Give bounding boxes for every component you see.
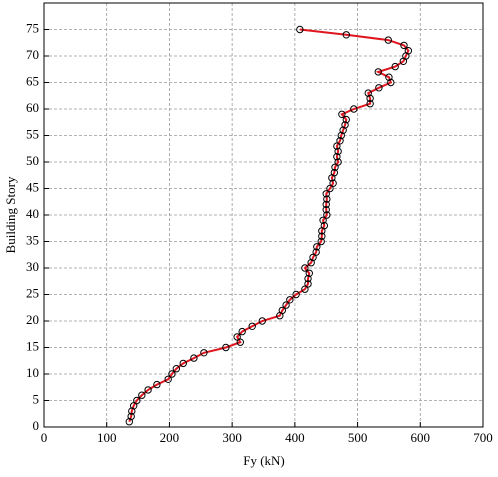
data-line bbox=[128, 28, 410, 423]
y-tick-label: 55 bbox=[26, 126, 39, 141]
data-point bbox=[313, 243, 321, 251]
data-point bbox=[318, 232, 326, 240]
data-point bbox=[366, 94, 374, 103]
data-point bbox=[329, 179, 337, 187]
data-point bbox=[326, 184, 334, 193]
data-point bbox=[404, 47, 413, 55]
y-tick-label: 65 bbox=[26, 73, 39, 88]
data-point bbox=[312, 248, 320, 256]
y-tick-label: 50 bbox=[26, 153, 39, 168]
data-point bbox=[366, 100, 374, 108]
y-tick-label: 15 bbox=[26, 338, 39, 353]
y-tick-label: 45 bbox=[26, 179, 39, 194]
data-point bbox=[337, 131, 345, 140]
data-point bbox=[190, 354, 198, 362]
data-point bbox=[292, 290, 300, 299]
data-point bbox=[222, 343, 230, 352]
x-axis-title: Fy (kN) bbox=[243, 453, 285, 468]
data-point bbox=[375, 84, 383, 92]
y-tick-label: 30 bbox=[26, 259, 39, 274]
data-point bbox=[258, 317, 266, 325]
data-point bbox=[307, 259, 315, 267]
data-point bbox=[238, 327, 246, 336]
data-point bbox=[301, 264, 309, 272]
data-point bbox=[342, 115, 350, 124]
x-tick-label: 500 bbox=[348, 430, 368, 445]
data-point bbox=[387, 78, 395, 87]
y-tick-label: 60 bbox=[26, 100, 39, 115]
data-point bbox=[364, 89, 372, 97]
data-point bbox=[133, 396, 141, 405]
data-point bbox=[128, 407, 136, 415]
data-point bbox=[342, 31, 350, 39]
data-point bbox=[304, 274, 312, 283]
data-point bbox=[384, 36, 393, 44]
y-tick-label: 20 bbox=[26, 312, 39, 327]
data-point bbox=[400, 41, 408, 50]
y-axis-title: Building Story bbox=[3, 176, 18, 253]
data-point bbox=[334, 158, 342, 166]
data-point bbox=[179, 359, 187, 368]
data-point bbox=[317, 237, 325, 246]
data-point bbox=[331, 163, 339, 172]
data-point bbox=[236, 338, 244, 346]
data-point bbox=[338, 110, 346, 119]
data-point bbox=[309, 253, 317, 262]
data-point bbox=[391, 62, 399, 71]
data-point bbox=[282, 301, 290, 309]
plot-frame bbox=[43, 2, 484, 428]
data-point bbox=[296, 25, 304, 34]
data-point bbox=[301, 285, 309, 293]
data-point bbox=[330, 168, 339, 177]
data-point bbox=[320, 221, 329, 230]
data-point bbox=[278, 306, 287, 315]
data-point bbox=[127, 412, 135, 421]
x-tick-label: 400 bbox=[285, 430, 305, 445]
data-point bbox=[341, 121, 349, 129]
data-point bbox=[374, 68, 382, 76]
data-point bbox=[144, 386, 152, 394]
data-point bbox=[323, 211, 331, 219]
data-point bbox=[339, 126, 347, 134]
data-point bbox=[322, 200, 330, 209]
y-tick-label: 25 bbox=[26, 285, 39, 300]
x-tick-label: 200 bbox=[160, 430, 180, 445]
data-point bbox=[172, 365, 181, 373]
data-point bbox=[322, 206, 330, 214]
data-point bbox=[200, 349, 208, 357]
data-point bbox=[333, 153, 341, 161]
y-tick-label: 0 bbox=[33, 418, 40, 433]
data-point bbox=[350, 105, 358, 113]
data-point bbox=[138, 391, 146, 399]
y-tick-label: 35 bbox=[26, 232, 39, 247]
data-point bbox=[248, 322, 256, 330]
data-point bbox=[385, 73, 393, 81]
data-point bbox=[336, 137, 344, 145]
data-point bbox=[286, 296, 294, 304]
x-tick-label: 300 bbox=[222, 430, 242, 445]
data-point bbox=[304, 280, 312, 288]
data-point bbox=[323, 195, 331, 203]
y-tick-label: 70 bbox=[26, 47, 39, 62]
x-tick-label: 700 bbox=[473, 430, 493, 445]
x-tick-label: 100 bbox=[97, 430, 117, 445]
data-point bbox=[322, 190, 330, 198]
data-point bbox=[153, 380, 161, 389]
data-point bbox=[164, 375, 172, 383]
y-tick-label: 40 bbox=[26, 206, 39, 221]
y-tick-label: 5 bbox=[33, 391, 40, 406]
data-point bbox=[233, 333, 241, 341]
y-tick-label: 75 bbox=[26, 20, 39, 35]
y-tick-label: 10 bbox=[26, 365, 39, 380]
data-point bbox=[319, 216, 327, 225]
data-point bbox=[333, 142, 341, 150]
data-point bbox=[305, 269, 313, 277]
x-tick-label: 0 bbox=[41, 430, 48, 445]
data-point bbox=[168, 370, 176, 378]
data-point bbox=[125, 418, 133, 426]
data-point bbox=[129, 402, 138, 410]
data-point bbox=[334, 147, 342, 156]
x-tick-label: 600 bbox=[411, 430, 431, 445]
